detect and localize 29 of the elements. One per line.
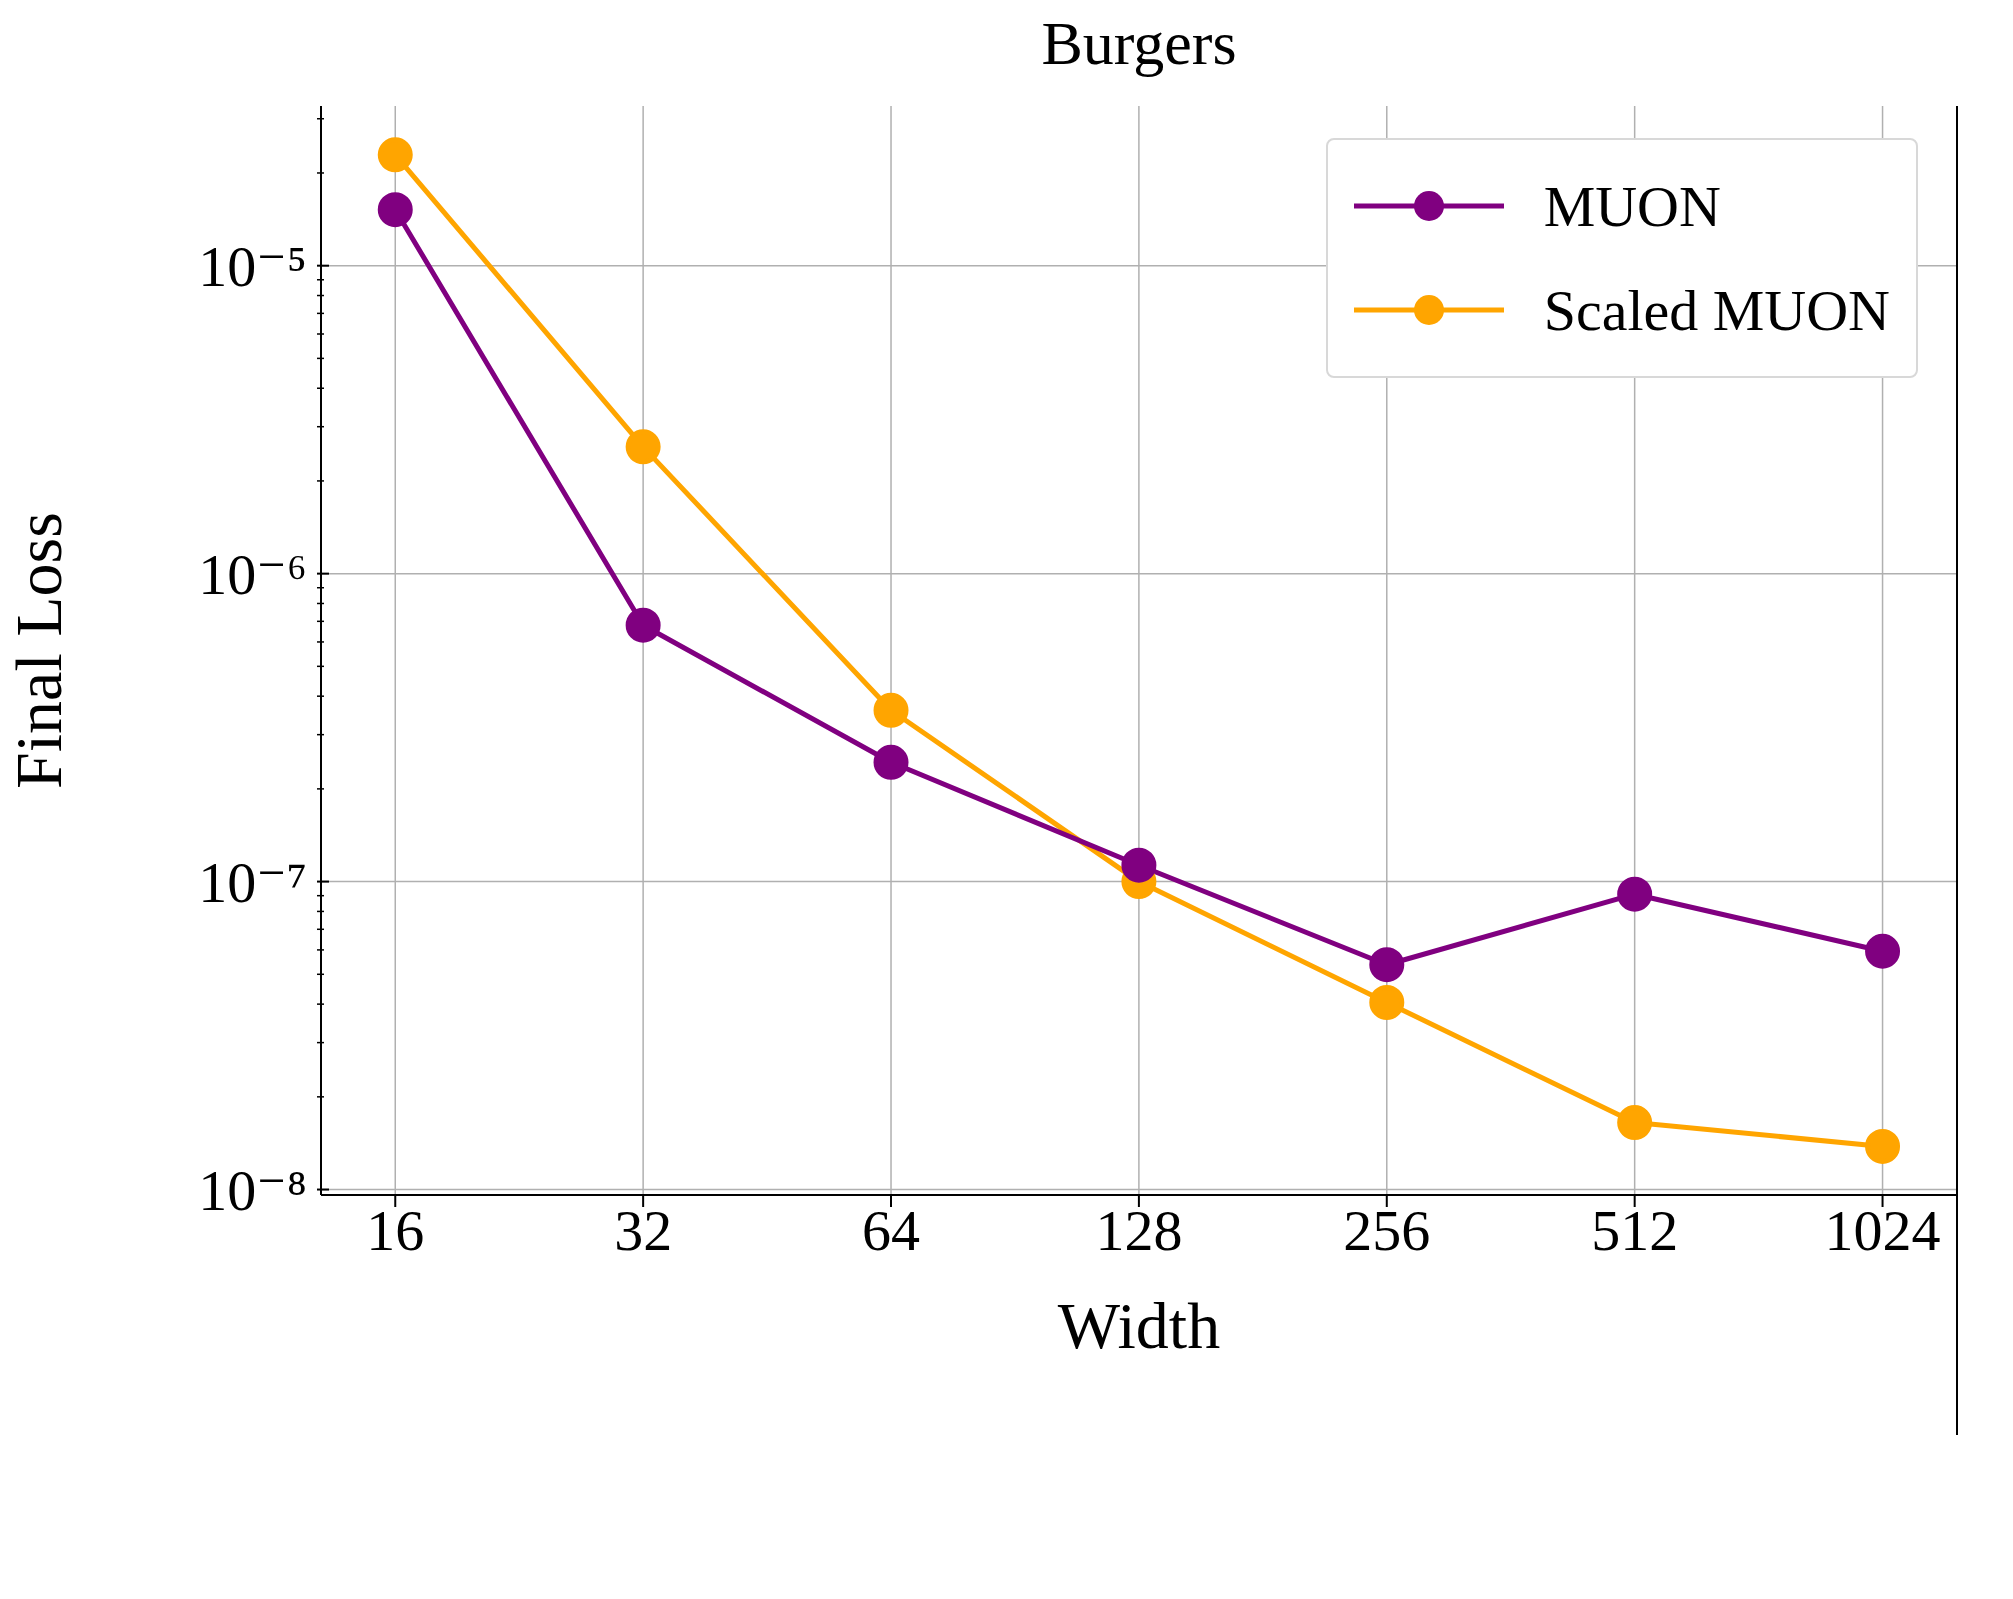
y-tick-label: 10⁻⁶ [198,541,307,607]
y-axis-title: Final Loss [2,512,76,789]
point [873,692,909,728]
x-tick-label: 1024 [1824,1198,1941,1264]
point [1865,1128,1901,1164]
legend-label: Scaled MUON [1543,276,1890,344]
point [625,607,661,643]
point [1865,933,1901,969]
x-axis-title: Width [1057,1289,1221,1362]
chart-title: Burgers [1040,8,1238,79]
point [1617,1105,1653,1141]
x-tick-label: 64 [862,1198,921,1264]
x-tick-label: 256 [1343,1198,1431,1264]
point [377,137,413,173]
point [377,192,413,228]
legend-label: MUON [1543,172,1721,240]
x-tick-label: 16 [366,1198,425,1264]
y-tick-label: 10⁻⁵ [198,233,307,299]
point [1121,847,1157,883]
x-tick-label: 128 [1095,1198,1183,1264]
point [1369,984,1405,1020]
x-tick-label: 512 [1591,1198,1679,1264]
point [1617,876,1653,912]
y-tick-label: 10⁻⁸ [198,1157,307,1223]
x-tick-label: 32 [614,1198,673,1264]
y-tick-label: 10⁻⁷ [198,849,307,915]
point [873,744,909,780]
point [625,429,661,465]
point [1369,947,1405,983]
